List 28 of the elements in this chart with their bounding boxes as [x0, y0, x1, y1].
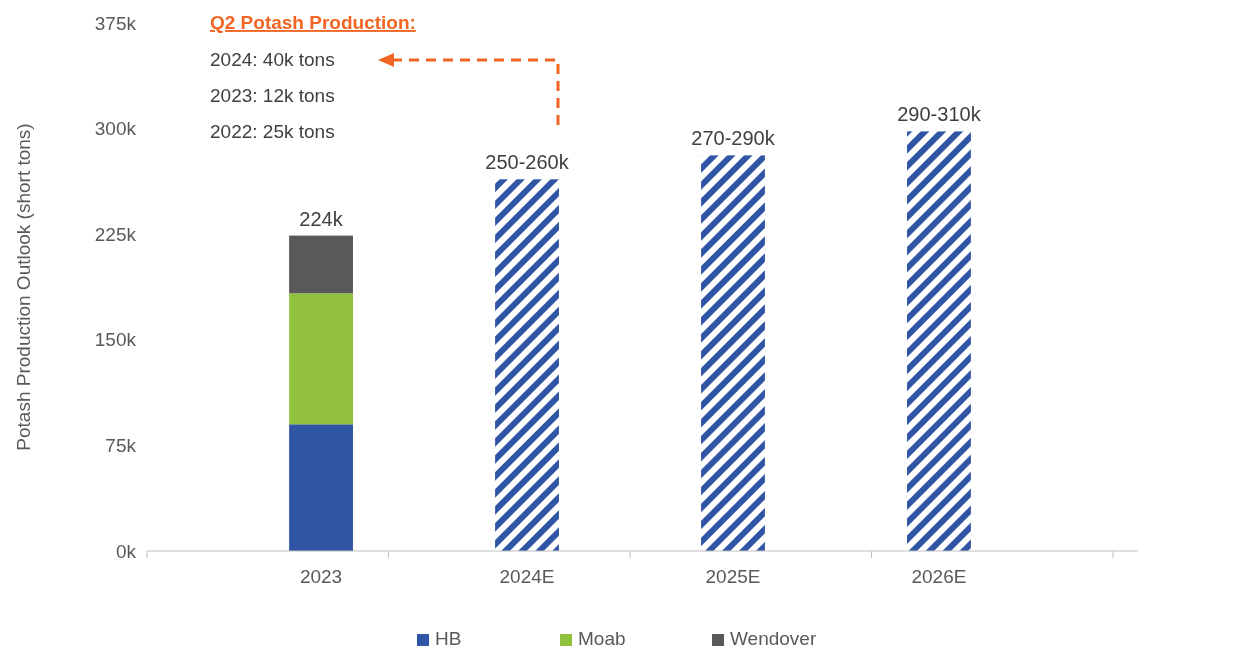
y-tick-label: 300k [94, 118, 137, 140]
y-tick-label: 0k [115, 540, 137, 562]
bar [701, 155, 765, 551]
bar [289, 424, 353, 551]
y-tick-label: 375k [94, 12, 137, 34]
total-label: 290-310k [897, 103, 982, 126]
bar [289, 235, 353, 294]
legend-label: HB [435, 628, 462, 649]
x-tick-label: 2025E [705, 566, 761, 587]
y-tick-label: 75k [105, 435, 137, 457]
total-label: 224k [299, 207, 344, 230]
bar [495, 179, 559, 551]
bar [289, 293, 353, 425]
total-label: 270-290k [691, 127, 776, 150]
total-label: 250-260k [485, 151, 570, 174]
x-tick-label: 2024E [499, 566, 555, 587]
annotation: 2022: 25k tons [210, 121, 335, 142]
legend-label: Moab [578, 628, 626, 649]
annotation: Q2 Potash Production: [210, 12, 416, 33]
annotation: 2023: 12k tons [210, 85, 335, 106]
annotation: 2024: 40k tons [210, 49, 335, 70]
legend-label: Wendover [730, 628, 817, 649]
y-tick-label: 225k [94, 223, 137, 245]
bar [907, 131, 971, 551]
x-tick-label: 2023 [299, 566, 343, 587]
y-axis-title: Potash Production Outlook (short tons) [13, 123, 34, 451]
x-tick-label: 2026E [911, 566, 967, 587]
y-tick-label: 150k [94, 329, 137, 351]
